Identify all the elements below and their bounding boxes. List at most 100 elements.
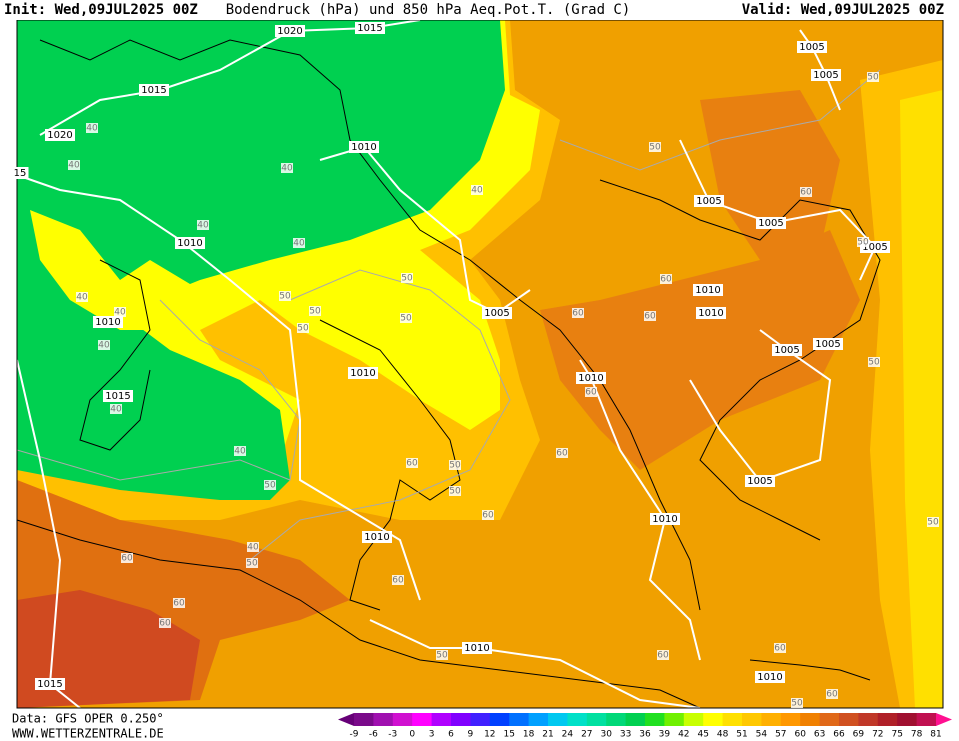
theta-label: 60	[572, 309, 584, 319]
isobar-label: 1015	[37, 679, 62, 690]
theta-label-bg	[471, 185, 483, 195]
isobar-label: 1010	[757, 672, 782, 683]
isobar-label-bg	[348, 367, 378, 379]
colorbar-swatch	[586, 713, 607, 726]
theta-label-bg	[114, 307, 126, 317]
isobar-label: 1010	[350, 368, 375, 379]
theta-label: 60	[800, 188, 812, 198]
isobar-label-bg	[650, 513, 680, 525]
colorbar-label: 42	[678, 730, 689, 740]
theta-label: 50	[279, 292, 291, 302]
colorbar-swatch	[858, 713, 879, 726]
map-title: Bodendruck (hPa) und 850 hPa Aeq.Pot.T. …	[226, 2, 631, 18]
theta-label-bg	[826, 689, 838, 699]
theta-label: 60	[159, 619, 171, 629]
isobar-label-bg	[797, 41, 827, 53]
colorbar-label: 3	[429, 730, 435, 740]
theta-label-bg	[392, 575, 404, 585]
isobar-label-bg	[756, 217, 786, 229]
theta-label-bg	[297, 323, 309, 333]
theta-label: 40	[293, 239, 305, 249]
isobar-label: 1005	[815, 339, 840, 350]
colorbar-label: 45	[697, 730, 708, 740]
theta-label: 50	[867, 73, 879, 83]
isobar-label: 1020	[47, 130, 72, 141]
colorbar-swatch	[470, 713, 491, 726]
theta-label-bg	[660, 274, 672, 284]
colorbar-swatch	[780, 713, 801, 726]
isobar-label: 1005	[799, 42, 824, 53]
isobar-label-bg	[576, 372, 606, 384]
theta-label-bg	[867, 72, 879, 82]
init-time: Init: Wed,09JUL2025 00Z	[4, 2, 198, 18]
isobar-label: 1005	[862, 242, 887, 253]
field-green	[17, 20, 505, 500]
colorbar-swatch	[373, 713, 394, 726]
theta-label: 40	[247, 543, 259, 553]
colorbar-swatch	[839, 713, 859, 726]
colorbar-label: 30	[600, 730, 612, 740]
colorbar-swatch	[645, 713, 665, 726]
colorbar-label: 69	[853, 730, 865, 740]
theta-label-bg	[281, 163, 293, 173]
colorbar-label: 51	[736, 730, 747, 740]
theta-label: 60	[482, 511, 494, 521]
colorbar-label: -9	[350, 730, 359, 740]
theta-label-bg	[159, 618, 171, 628]
isobar-label-bg	[813, 338, 843, 350]
theta-label: 60	[644, 312, 656, 322]
theta-label: 50	[927, 518, 939, 528]
data-source: Data: GFS OPER 0.250°	[12, 712, 164, 726]
theta-label-bg	[173, 598, 185, 608]
colorbar-label: 6	[448, 730, 454, 740]
theta-label: 50	[309, 307, 321, 317]
coastlines	[16, 39, 881, 709]
isobar-labels: 1020 1015 1015 1020 15 1010 1010 1010 1015 1010 10…	[11, 22, 890, 690]
colorbar-label: 48	[717, 730, 729, 740]
isobar-label-bg	[139, 84, 169, 96]
isobar	[799, 29, 841, 111]
theta-label-bg	[449, 460, 461, 470]
isobar-label: 1005	[484, 308, 509, 319]
isobar-label: 1015	[105, 391, 130, 402]
theta-label-bg	[585, 387, 597, 397]
theta-label-bg	[482, 510, 494, 520]
theta-label: 60	[556, 449, 568, 459]
theta-label: 60	[173, 599, 185, 609]
theta-label: 50	[449, 487, 461, 497]
isobar-label-bg	[693, 284, 723, 296]
theta-label-bg	[449, 486, 461, 496]
colorbar: -9 -6 -3 0 3 6 9 12 15 18 21 24 27 30 33 36 39 42 45 48 51 54…	[338, 713, 952, 740]
field-yellow-tongue	[30, 210, 200, 330]
theta-label-bg	[436, 650, 448, 660]
isobar	[16, 174, 421, 601]
contour	[249, 269, 511, 561]
theta-label: 60	[121, 554, 133, 564]
theta-label: 40	[86, 124, 98, 134]
colorbar-label: 60	[794, 730, 806, 740]
colorbar-swatch	[548, 713, 568, 726]
colorbar-label: 12	[484, 730, 495, 740]
isobar-label: 1010	[695, 285, 720, 296]
theta-label: 50	[297, 324, 309, 334]
colorbar-swatch	[451, 713, 471, 726]
colorbar-swatch	[528, 713, 549, 726]
colorbar-label: 33	[620, 730, 631, 740]
theta-label-bg	[197, 220, 209, 230]
theta-label: 50	[791, 699, 803, 709]
colorbar-swatch	[800, 713, 821, 726]
isobar-label-bg	[772, 344, 802, 356]
theta-label-bg	[86, 123, 98, 133]
theta-label: 60	[585, 388, 597, 398]
isobar-label: 1010	[464, 643, 489, 654]
theta-label-bg	[246, 558, 258, 568]
theta-label-bg	[927, 517, 939, 527]
colorbar-label: 75	[891, 730, 902, 740]
theta-label-bg	[247, 542, 259, 552]
coastline	[39, 39, 701, 611]
theta-label: 50	[857, 238, 869, 248]
colorbar-label: -6	[369, 730, 378, 740]
theta-label-bg	[406, 458, 418, 468]
